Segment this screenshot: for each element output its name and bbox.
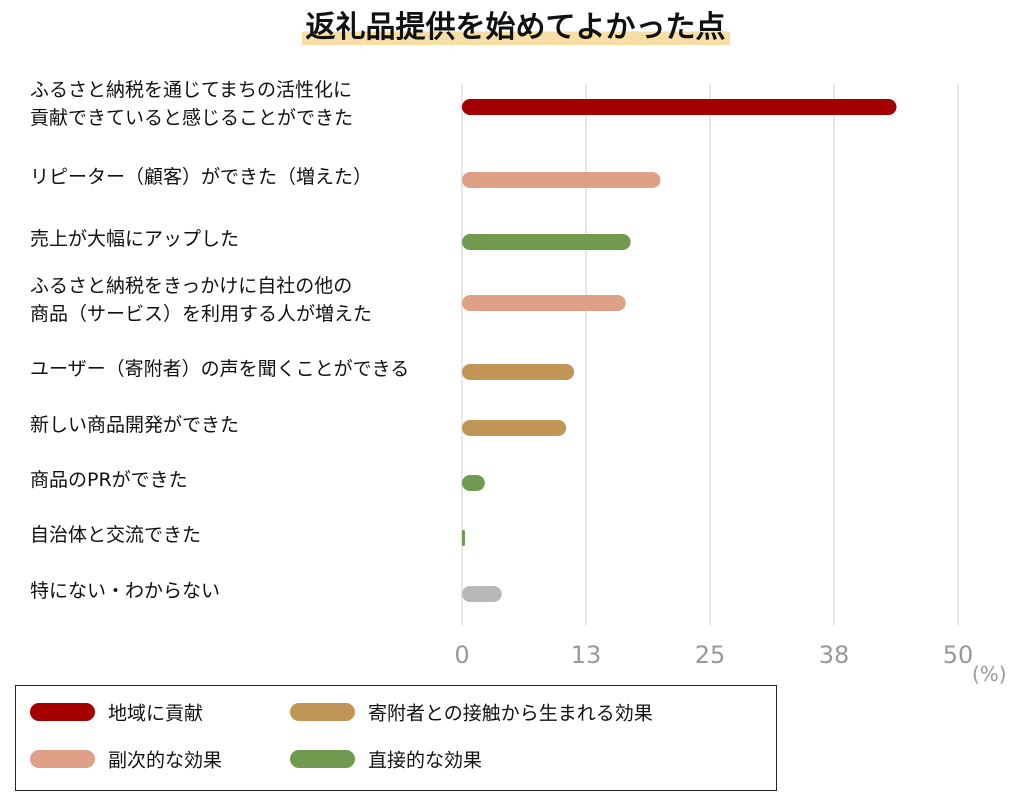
bar — [462, 364, 575, 380]
y-tick-label: リピーター（顧客）ができた（増えた） — [30, 166, 373, 188]
legend — [15, 685, 777, 791]
bar — [462, 234, 631, 250]
chart-title: 返礼品提供を始めてよかった点 — [0, 2, 1031, 46]
y-tick-label: 新しい商品開発ができた — [30, 414, 240, 436]
legend-swatch — [30, 750, 95, 768]
bar — [462, 586, 502, 602]
legend-swatch — [290, 750, 355, 768]
x-tick-label: 0 — [454, 641, 469, 669]
y-tick-label: 商品のPRができた — [30, 469, 188, 491]
y-tick-label: 特にない・わからない — [30, 580, 221, 602]
bar — [462, 295, 626, 311]
x-tick-label: 38 — [819, 641, 850, 669]
legend-swatch — [290, 703, 355, 721]
y-tick-label: ふるさと納税を通じてまちの活性化に 貢献できていると感じることができた — [30, 79, 354, 129]
x-tick-label: 13 — [571, 641, 602, 669]
bar — [462, 172, 661, 188]
y-tick-label: 売上が大幅にアップした — [30, 228, 240, 250]
title-text: 返礼品提供を始めてよかった点 — [301, 10, 730, 45]
x-tick-label: 50 — [943, 641, 974, 669]
y-tick-label: ふるさと納税をきっかけに自社の他の 商品（サービス）を利用する人が増えた — [30, 275, 373, 325]
legend-label: 地域に貢献 — [108, 702, 204, 725]
legend-label: 直接的な効果 — [368, 749, 483, 772]
legend-swatch — [30, 703, 95, 721]
y-tick-label: ユーザー（寄附者）の声を聞くことができる — [30, 358, 410, 380]
x-tick-label: 25 — [695, 641, 726, 669]
legend-label: 副次的な効果 — [108, 749, 223, 772]
y-tick-label: 自治体と交流できた — [30, 524, 202, 546]
bar — [462, 475, 485, 491]
bar — [462, 99, 897, 115]
bar — [462, 530, 465, 546]
x-axis-label: (%) — [972, 662, 1007, 686]
legend-label: 寄附者との接触から生まれる効果 — [368, 702, 653, 725]
bar — [462, 420, 567, 436]
